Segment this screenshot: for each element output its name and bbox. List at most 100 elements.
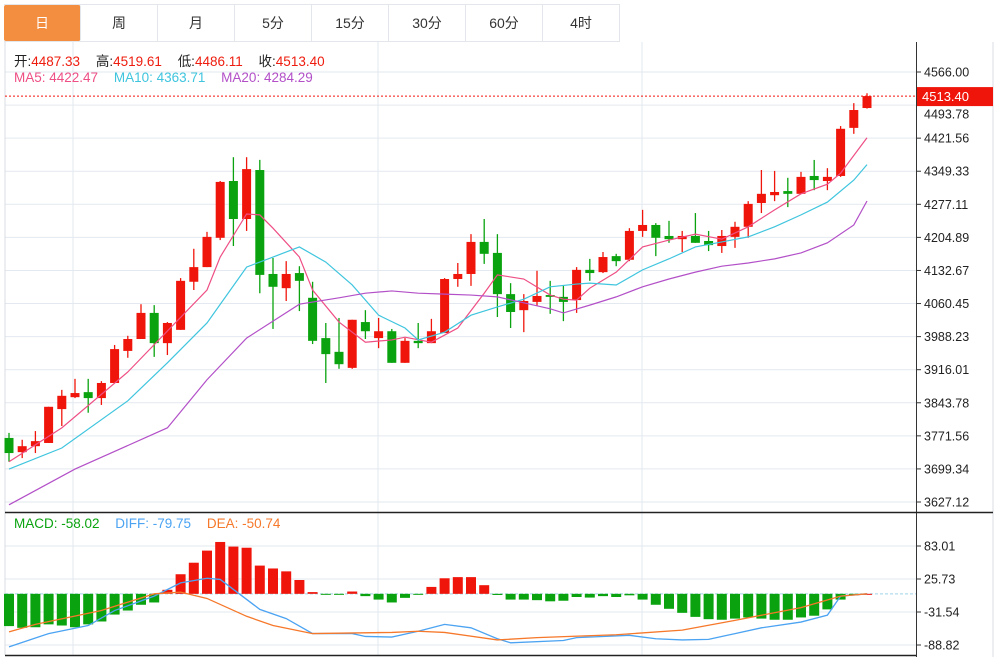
period-tabs: 日周月 5分 15分 30分 60分 4时: [4, 4, 620, 42]
ma5-label: MA5: 4422.47: [14, 70, 99, 85]
candle-body: [189, 267, 199, 282]
close-value: 4513.40: [275, 54, 325, 69]
macd-bar: [268, 568, 278, 594]
macd-bar: [466, 577, 476, 594]
macd-bar: [56, 593, 67, 626]
macd-bar: [149, 593, 160, 603]
low-label: 低:: [177, 54, 195, 69]
candle-body: [334, 351, 344, 365]
candle-body: [492, 252, 502, 295]
tab-7[interactable]: 4时: [543, 5, 620, 41]
candle-body: [30, 441, 40, 447]
current-price-box: [917, 87, 993, 107]
macd-bar: [43, 593, 54, 625]
macd-bar: [730, 593, 740, 619]
tab-5[interactable]: 30分: [389, 5, 466, 41]
macd-bar: [518, 593, 529, 600]
candle: [228, 157, 238, 247]
macd-bar: [650, 593, 661, 605]
candle: [611, 253, 621, 267]
grid: [5, 42, 916, 655]
macd-bar: [558, 593, 569, 601]
candle: [255, 159, 265, 294]
tab-1[interactable]: 周: [81, 5, 158, 41]
candle: [83, 378, 93, 413]
macd-bar: [690, 593, 701, 617]
macd-bar: [426, 586, 437, 594]
price-tick-label: 4421.56: [924, 132, 969, 146]
candle-body: [281, 273, 291, 289]
candle: [176, 278, 186, 330]
candle-body: [4, 437, 14, 454]
candle: [4, 432, 14, 462]
macd-bar: [400, 593, 410, 598]
low-value: 4486.11: [194, 54, 243, 69]
candle: [453, 262, 463, 287]
candle-body: [532, 295, 542, 302]
candle-body: [360, 322, 370, 332]
macd-bar: [175, 574, 186, 594]
candle-body: [651, 224, 661, 238]
ma10-label: MA10: 4363.71: [113, 70, 206, 85]
candle: [44, 406, 54, 443]
macd-bar: [769, 593, 780, 620]
macd-info: MACD: -58.02 DIFF: -79.75 DEA: -50.74: [14, 516, 280, 531]
candle-body: [44, 406, 54, 443]
candle: [770, 170, 780, 202]
candle-body: [624, 230, 634, 260]
candle: [690, 213, 700, 243]
macd-bar: [716, 593, 727, 620]
candle-body: [228, 181, 238, 220]
candle: [294, 266, 304, 312]
macd-bar: [294, 579, 305, 594]
candle: [479, 219, 489, 264]
macd-bar: [241, 547, 252, 594]
macd-bar: [254, 565, 265, 594]
macd-bar: [479, 585, 490, 594]
candle: [202, 231, 212, 268]
candle-body: [321, 338, 331, 355]
candle: [849, 103, 859, 134]
macd-bar: [809, 593, 820, 616]
candle: [347, 319, 357, 369]
candle-body: [136, 312, 146, 340]
macd-bar: [347, 591, 358, 594]
tab-2[interactable]: 月: [158, 5, 235, 41]
candle-body: [387, 331, 397, 363]
candle-body: [374, 331, 384, 339]
candle-body: [96, 382, 106, 399]
candle-body: [598, 257, 608, 273]
candle: [519, 294, 529, 333]
tab-0[interactable]: 日: [4, 5, 81, 41]
current-price-marker: 4513.40: [5, 87, 993, 107]
candle: [677, 230, 687, 252]
candle: [413, 322, 423, 349]
candle: [96, 381, 106, 405]
price-tick-label: 3627.12: [924, 496, 969, 510]
candle-body: [756, 193, 766, 203]
macd-bar: [4, 593, 14, 627]
candle-body: [638, 224, 648, 231]
candle: [215, 181, 225, 241]
candle-body: [123, 339, 133, 351]
tab-6[interactable]: 60分: [466, 5, 543, 41]
candle-body: [347, 319, 357, 368]
candle: [308, 281, 318, 345]
candle: [466, 234, 476, 286]
macd-bar: [703, 593, 714, 620]
tab-3[interactable]: 5分: [235, 5, 312, 41]
tab-4[interactable]: 15分: [312, 5, 389, 41]
candle-body: [770, 191, 780, 196]
candle: [506, 283, 516, 329]
candle: [123, 335, 133, 358]
macd-bar: [743, 593, 754, 618]
macd-bar: [598, 593, 608, 597]
candle: [30, 431, 40, 454]
price-tick-label: 4493.78: [924, 108, 969, 122]
candle-body: [862, 96, 872, 109]
candle: [638, 209, 648, 237]
macd-bar: [30, 593, 41, 628]
candle-body: [70, 393, 80, 398]
candle: [862, 93, 872, 109]
